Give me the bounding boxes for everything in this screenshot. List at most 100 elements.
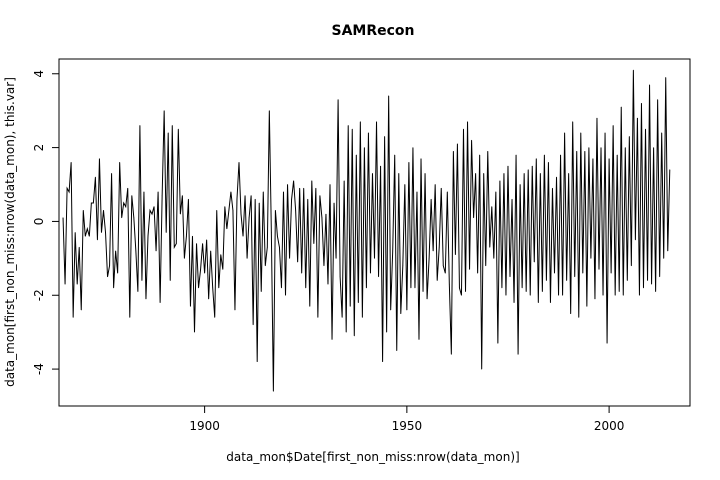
data-point	[293, 180, 294, 182]
data-point	[109, 265, 110, 267]
data-point	[483, 173, 485, 174]
data-point	[198, 287, 199, 289]
data-point	[177, 128, 179, 130]
data-point	[297, 261, 298, 263]
data-point	[442, 265, 444, 267]
data-point	[279, 246, 280, 248]
data-point	[388, 95, 390, 97]
data-point	[226, 228, 228, 230]
data-point	[155, 250, 157, 252]
data-point	[459, 287, 460, 289]
data-point	[618, 291, 620, 292]
data-point	[637, 117, 638, 119]
data-point	[542, 291, 543, 292]
data-point	[359, 121, 361, 123]
data-point	[353, 335, 355, 337]
data-point	[222, 269, 224, 270]
data-point	[550, 302, 551, 303]
data-point	[84, 235, 86, 237]
data-point	[315, 187, 317, 189]
data-point	[548, 162, 549, 163]
data-point	[533, 261, 535, 263]
data-point	[491, 206, 493, 208]
x-tick-label: 1900	[189, 419, 220, 433]
data-point	[364, 147, 365, 148]
data-point	[531, 165, 533, 167]
data-point	[616, 154, 618, 156]
data-point	[173, 246, 175, 248]
data-point	[602, 294, 604, 296]
data-point	[95, 176, 96, 178]
data-point	[414, 287, 416, 289]
data-point	[372, 173, 373, 174]
data-point	[135, 250, 137, 252]
data-point	[119, 162, 121, 163]
data-point	[147, 235, 149, 237]
data-point	[586, 305, 588, 307]
data-point	[343, 180, 345, 182]
data-point	[123, 202, 125, 204]
data-point	[331, 339, 333, 340]
data-point	[574, 276, 576, 278]
data-point	[188, 198, 189, 200]
data-point	[277, 235, 278, 237]
data-point	[149, 210, 151, 211]
data-point	[111, 173, 112, 174]
data-point	[501, 287, 503, 289]
data-point	[374, 257, 375, 259]
data-point	[145, 298, 147, 300]
data-point	[349, 305, 351, 307]
data-point	[254, 198, 256, 200]
data-point	[600, 147, 602, 148]
data-point	[608, 158, 610, 160]
y-tick-label: 4	[32, 70, 46, 78]
y-tick-label: 2	[32, 144, 46, 152]
data-point	[165, 232, 167, 233]
chart-title: SAMRecon	[331, 23, 414, 39]
data-point	[291, 198, 292, 200]
data-point	[327, 283, 329, 285]
data-point	[408, 162, 410, 163]
data-point	[271, 232, 272, 233]
data-point	[151, 213, 153, 215]
data-point	[620, 106, 622, 108]
data-point	[440, 187, 442, 189]
data-point	[535, 158, 537, 160]
data-point	[469, 269, 470, 270]
data-point	[499, 180, 501, 182]
data-point	[505, 294, 507, 296]
data-point	[511, 198, 513, 200]
data-point	[370, 272, 371, 274]
data-point	[204, 272, 205, 274]
data-point	[667, 250, 669, 252]
data-point	[523, 173, 525, 174]
data-point	[552, 187, 553, 189]
data-point	[238, 162, 240, 163]
data-point	[260, 291, 262, 292]
data-point	[133, 217, 135, 219]
data-point	[313, 243, 315, 244]
data-point	[647, 280, 648, 281]
data-point	[368, 132, 369, 134]
data-point	[180, 213, 181, 215]
data-point	[186, 235, 187, 237]
data-point	[657, 99, 658, 100]
data-point	[200, 269, 201, 270]
data-point	[635, 239, 636, 241]
data-point	[357, 302, 359, 303]
data-point	[471, 139, 472, 141]
data-point	[529, 294, 531, 296]
data-point	[273, 390, 274, 392]
data-point	[457, 143, 458, 145]
data-point	[412, 147, 414, 148]
data-point	[305, 287, 307, 289]
data-point	[519, 184, 521, 185]
data-point	[117, 272, 118, 274]
data-point	[537, 302, 539, 303]
data-point	[665, 77, 667, 78]
data-point	[481, 368, 483, 370]
data-point	[580, 132, 582, 134]
data-point	[244, 195, 246, 196]
data-point	[525, 291, 527, 292]
data-point	[578, 317, 580, 318]
